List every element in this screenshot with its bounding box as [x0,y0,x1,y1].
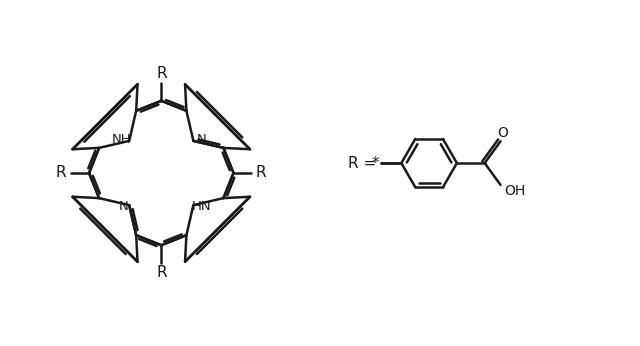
Text: N: N [196,134,206,146]
Text: R: R [56,164,67,180]
Text: *: * [372,156,380,171]
Text: R =: R = [348,156,376,171]
Text: OH: OH [504,184,525,198]
Text: O: O [497,126,508,140]
Text: R: R [157,265,168,281]
Text: HN: HN [191,200,211,212]
Text: R: R [256,164,267,180]
Text: NH: NH [111,134,131,146]
Text: N: N [118,200,128,212]
Text: R: R [157,65,168,81]
